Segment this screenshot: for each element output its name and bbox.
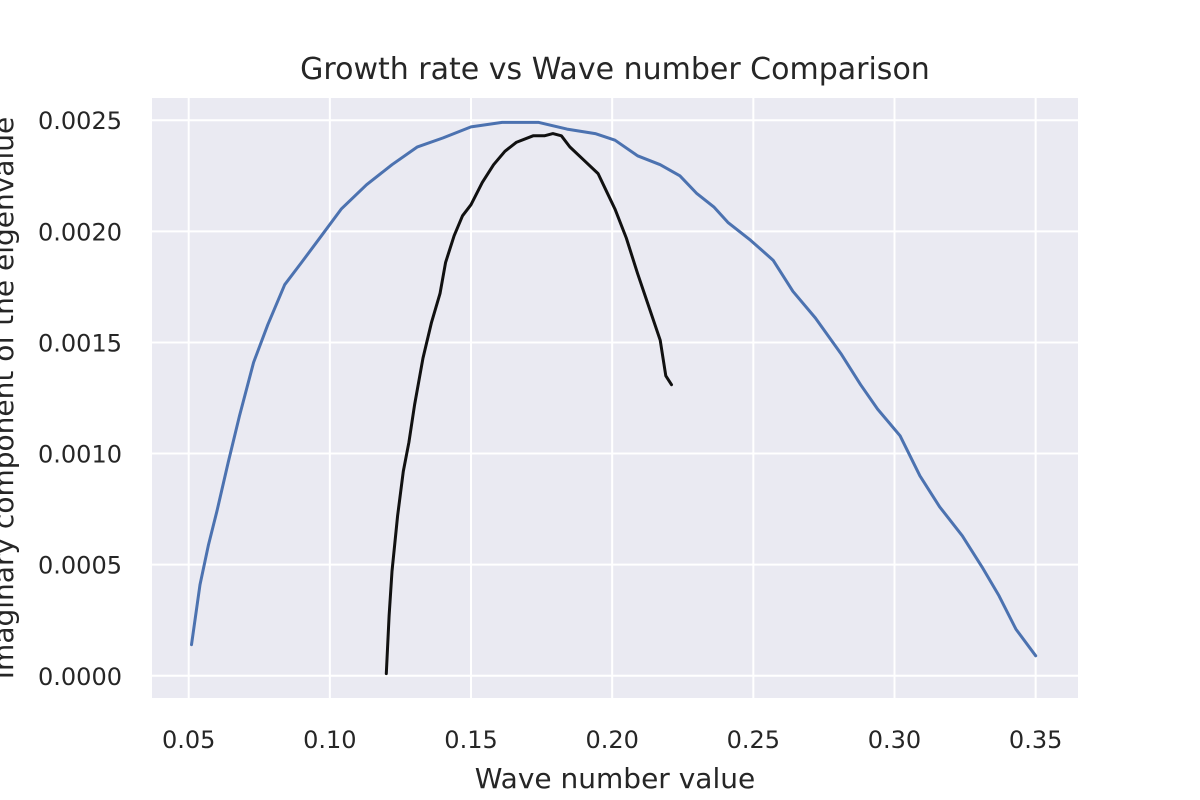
series-line-black: [384, 132, 673, 676]
y-tick-label: 0.0000: [38, 663, 122, 691]
series-lines: [190, 120, 1038, 676]
x-tick-label: 0.35: [1009, 726, 1062, 754]
x-tick-label: 0.30: [868, 726, 921, 754]
y-tick-label: 0.0010: [38, 441, 122, 469]
plot-area: [152, 98, 1078, 698]
y-tick-label: 0.0020: [38, 218, 122, 246]
x-axis-label: Wave number value: [475, 762, 755, 795]
grid-lines: [152, 98, 1078, 698]
x-tick-label: 0.20: [585, 726, 638, 754]
x-tick-label: 0.10: [303, 726, 356, 754]
chart-title: Growth rate vs Wave number Comparison: [300, 52, 930, 87]
y-tick-labels: 0.0000 0.0005 0.0010 0.0015 0.0020 0.0025: [38, 107, 122, 691]
y-tick-label: 0.0015: [38, 329, 122, 357]
y-axis-label: Imaginary component of the eigenvalue: [0, 117, 20, 679]
x-tick-label: 0.15: [444, 726, 497, 754]
series-line-blue: [190, 120, 1038, 658]
y-tick-label: 0.0025: [38, 107, 122, 135]
y-tick-label: 0.0005: [38, 552, 122, 580]
x-tick-label: 0.05: [162, 726, 215, 754]
x-tick-labels: 0.05 0.10 0.15 0.20 0.25 0.30 0.35: [162, 726, 1062, 754]
x-tick-label: 0.25: [727, 726, 780, 754]
